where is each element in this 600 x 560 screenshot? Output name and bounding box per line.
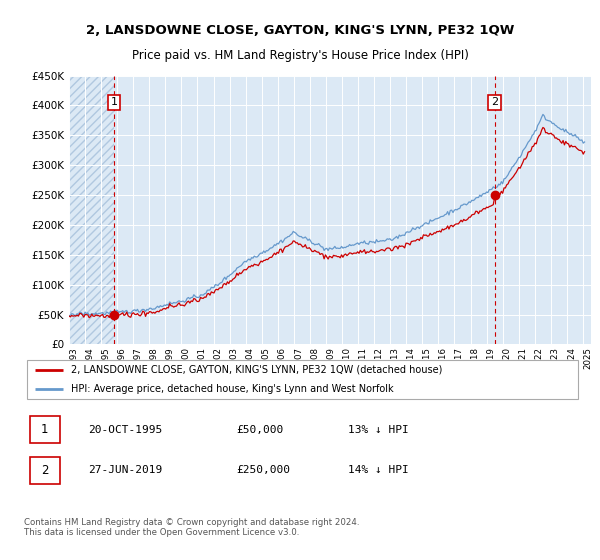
Text: 2003: 2003 bbox=[230, 347, 239, 369]
Text: 1993: 1993 bbox=[69, 347, 78, 368]
Text: 2023: 2023 bbox=[551, 347, 560, 369]
Text: 1994: 1994 bbox=[85, 347, 94, 368]
FancyBboxPatch shape bbox=[27, 360, 578, 399]
Text: 2008: 2008 bbox=[310, 347, 319, 369]
Text: Price paid vs. HM Land Registry's House Price Index (HPI): Price paid vs. HM Land Registry's House … bbox=[131, 49, 469, 63]
Text: 2018: 2018 bbox=[470, 347, 479, 369]
Text: 2002: 2002 bbox=[214, 347, 223, 369]
Text: 1995: 1995 bbox=[101, 347, 110, 368]
Text: 2009: 2009 bbox=[326, 347, 335, 369]
Text: 2025: 2025 bbox=[583, 347, 592, 369]
Text: 2010: 2010 bbox=[342, 347, 351, 369]
Text: 1999: 1999 bbox=[166, 347, 175, 368]
Text: 20-OCT-1995: 20-OCT-1995 bbox=[88, 425, 163, 435]
Text: 2015: 2015 bbox=[422, 347, 431, 369]
Text: 1: 1 bbox=[110, 97, 118, 108]
Text: 2024: 2024 bbox=[567, 347, 576, 369]
Text: 2, LANSDOWNE CLOSE, GAYTON, KING'S LYNN, PE32 1QW: 2, LANSDOWNE CLOSE, GAYTON, KING'S LYNN,… bbox=[86, 24, 514, 38]
Text: 27-JUN-2019: 27-JUN-2019 bbox=[88, 465, 163, 475]
Text: 2019: 2019 bbox=[487, 347, 496, 369]
Text: 2: 2 bbox=[491, 97, 498, 108]
Text: £50,000: £50,000 bbox=[236, 425, 283, 435]
Text: 1997: 1997 bbox=[133, 347, 142, 368]
Text: 1: 1 bbox=[41, 423, 49, 436]
Text: 2017: 2017 bbox=[454, 347, 463, 369]
Text: 1996: 1996 bbox=[117, 347, 126, 368]
Bar bbox=[69, 76, 114, 344]
Text: 2016: 2016 bbox=[439, 347, 448, 369]
Text: 2: 2 bbox=[41, 464, 49, 477]
Text: 2006: 2006 bbox=[278, 347, 287, 369]
Text: 2020: 2020 bbox=[503, 347, 512, 369]
Text: 2013: 2013 bbox=[390, 347, 399, 369]
Text: 2004: 2004 bbox=[245, 347, 254, 369]
Text: 2000: 2000 bbox=[181, 347, 190, 369]
Text: 2021: 2021 bbox=[519, 347, 528, 369]
Text: 2014: 2014 bbox=[406, 347, 415, 369]
Text: £250,000: £250,000 bbox=[236, 465, 290, 475]
Text: 2022: 2022 bbox=[535, 347, 544, 369]
Text: 2001: 2001 bbox=[197, 347, 206, 369]
FancyBboxPatch shape bbox=[29, 417, 60, 444]
Text: 2007: 2007 bbox=[294, 347, 303, 369]
Text: 13% ↓ HPI: 13% ↓ HPI bbox=[347, 425, 409, 435]
Text: 14% ↓ HPI: 14% ↓ HPI bbox=[347, 465, 409, 475]
Text: 2011: 2011 bbox=[358, 347, 367, 369]
Text: 2, LANSDOWNE CLOSE, GAYTON, KING'S LYNN, PE32 1QW (detached house): 2, LANSDOWNE CLOSE, GAYTON, KING'S LYNN,… bbox=[71, 365, 443, 375]
Text: 2005: 2005 bbox=[262, 347, 271, 369]
Text: Contains HM Land Registry data © Crown copyright and database right 2024.
This d: Contains HM Land Registry data © Crown c… bbox=[24, 518, 359, 538]
Text: 1998: 1998 bbox=[149, 347, 158, 368]
Text: 2012: 2012 bbox=[374, 347, 383, 369]
Text: HPI: Average price, detached house, King's Lynn and West Norfolk: HPI: Average price, detached house, King… bbox=[71, 384, 394, 394]
FancyBboxPatch shape bbox=[29, 457, 60, 484]
